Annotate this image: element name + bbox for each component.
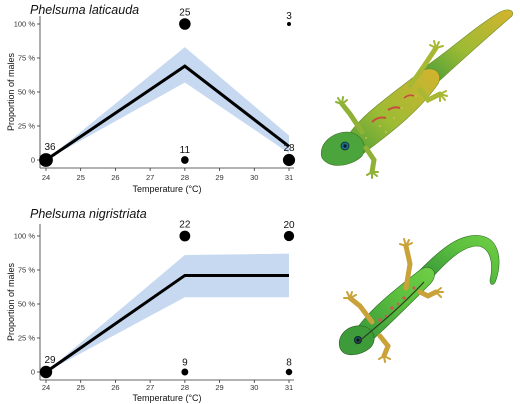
x-tick-label: 30 xyxy=(250,173,258,182)
data-point xyxy=(179,18,191,30)
x-tick-label: 28 xyxy=(181,173,189,182)
panel-1: Phelsuma laticauda 24 25 26 27 28 29 30 31 0 25 % 5… xyxy=(6,3,296,194)
data-point xyxy=(39,153,53,167)
panel-2: Phelsuma nigristriata 24 25 26 27 28 29 30 31 0 25… xyxy=(6,207,295,403)
fit-line xyxy=(45,64,290,162)
data-point xyxy=(181,368,189,376)
y-axis-title: Proportion of males xyxy=(6,262,16,341)
x-tick-label: 26 xyxy=(111,383,119,392)
x-tick-label: 24 xyxy=(42,383,50,392)
panel-title: Phelsuma laticauda xyxy=(30,3,139,17)
y-axis-title: Proportion of males xyxy=(6,52,16,131)
sample-size-label: 20 xyxy=(283,220,295,231)
data-point xyxy=(179,230,191,242)
x-tick-label: 29 xyxy=(215,383,223,392)
y-tick-label: 50 % xyxy=(18,300,35,309)
x-tick-label: 31 xyxy=(285,173,293,182)
y-tick-label: 25 % xyxy=(18,334,35,343)
x-tick-label: 24 xyxy=(42,173,50,182)
x-axis-title: Temperature (°C) xyxy=(132,393,201,403)
x-tick-label: 25 xyxy=(77,173,85,182)
x-tick-label: 31 xyxy=(285,383,293,392)
sample-size-label: 29 xyxy=(44,355,56,366)
y-tick-label: 75 % xyxy=(18,54,35,63)
confidence-band xyxy=(46,253,289,372)
x-tick-label: 27 xyxy=(146,383,154,392)
x-axis-title: Temperature (°C) xyxy=(132,184,201,194)
data-point xyxy=(39,365,53,379)
sample-size-label: 28 xyxy=(283,143,295,154)
y-tick-label: 100 % xyxy=(14,232,36,241)
y-tick-label: 25 % xyxy=(18,122,35,131)
gecko-nigristriata-image xyxy=(338,235,500,363)
sample-size-label: 3 xyxy=(286,11,292,22)
sample-size-label: 25 xyxy=(179,7,191,18)
y-tick-label: 0 xyxy=(31,156,35,165)
y-tick-label: 100 % xyxy=(14,20,36,29)
confidence-band xyxy=(46,47,289,161)
x-tick-label: 28 xyxy=(181,383,189,392)
y-tick-label: 0 xyxy=(31,368,35,377)
data-point xyxy=(287,22,291,26)
data-point xyxy=(283,230,295,242)
sample-size-label: 22 xyxy=(179,220,191,231)
sample-size-label: 8 xyxy=(286,358,292,369)
x-tick-label: 29 xyxy=(215,173,223,182)
panel-title: Phelsuma nigristriata xyxy=(30,207,147,221)
data-point xyxy=(282,153,296,167)
y-tick-label: 50 % xyxy=(18,88,35,97)
gecko-laticauda-image xyxy=(320,9,513,179)
x-tick-label: 30 xyxy=(250,383,258,392)
y-tick-label: 75 % xyxy=(18,266,35,275)
sample-size-label: 11 xyxy=(180,145,191,156)
fit-line xyxy=(45,273,289,374)
sample-size-label: 36 xyxy=(44,142,56,153)
data-point xyxy=(285,368,293,376)
sample-size-label: 9 xyxy=(182,358,188,369)
x-tick-label: 26 xyxy=(111,173,119,182)
x-tick-label: 27 xyxy=(146,173,154,182)
data-point xyxy=(181,156,189,164)
x-tick-label: 25 xyxy=(77,383,85,392)
